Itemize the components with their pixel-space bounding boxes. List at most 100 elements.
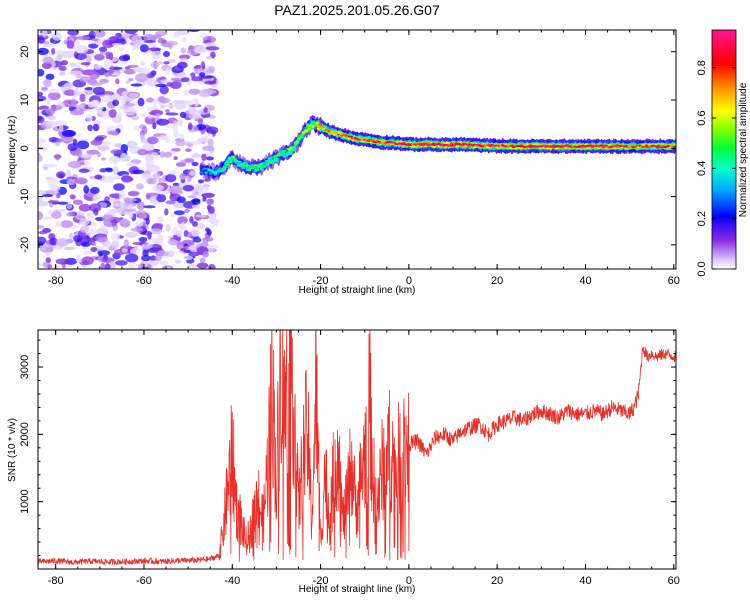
noise-speckle <box>76 140 90 150</box>
noise-speckle <box>172 100 186 104</box>
noise-speckle <box>208 264 216 269</box>
noise-speckle <box>91 241 97 247</box>
noise-speckle <box>177 61 188 69</box>
ridge-cell <box>279 154 284 157</box>
noise-speckle <box>173 210 185 216</box>
noise-speckle <box>63 246 76 251</box>
noise-speckle <box>78 154 93 158</box>
noise-speckle <box>45 257 52 264</box>
noise-speckle <box>135 183 145 190</box>
noise-speckle <box>58 124 64 132</box>
noise-speckle <box>189 170 195 176</box>
noise-speckle <box>90 139 103 146</box>
noise-speckle <box>102 214 115 222</box>
colorbar-tick-label: 0.2 <box>696 211 708 226</box>
noise-speckle <box>211 84 218 89</box>
noise-speckle <box>198 118 203 125</box>
noise-speckle <box>164 67 171 76</box>
snr-x-tick-label: -60 <box>136 575 152 587</box>
noise-speckle <box>121 248 128 253</box>
noise-speckle <box>190 72 196 78</box>
noise-speckle <box>76 61 81 70</box>
noise-speckle <box>67 143 78 152</box>
noise-speckle <box>112 99 120 107</box>
noise-speckle <box>55 154 60 161</box>
noise-speckle <box>184 89 190 96</box>
noise-speckle <box>181 36 187 43</box>
noise-speckle <box>69 232 74 239</box>
noise-speckle <box>192 221 198 227</box>
noise-speckle <box>137 97 145 107</box>
noise-speckle <box>105 51 111 60</box>
noise-speckle <box>92 123 100 132</box>
noise-speckle <box>191 76 203 82</box>
noise-speckle <box>125 66 131 70</box>
spectrogram-x-tick-label: 20 <box>491 275 503 287</box>
noise-speckle <box>108 155 121 164</box>
noise-speckle <box>89 82 103 86</box>
spectrogram-x-tick-label: 0 <box>406 275 412 287</box>
noise-speckle <box>43 78 52 88</box>
noise-speckle <box>64 89 77 96</box>
noise-speckle <box>86 149 100 155</box>
noise-speckle <box>69 110 84 116</box>
noise-speckle <box>57 201 69 205</box>
noise-speckle <box>76 254 81 263</box>
ridge-cell <box>213 172 218 175</box>
noise-speckle <box>207 138 214 148</box>
noise-speckle <box>127 191 139 197</box>
noise-speckle <box>47 115 57 121</box>
noise-speckle <box>206 126 219 135</box>
snr-y-tick-label: 2000 <box>19 422 31 446</box>
noise-speckle <box>74 52 87 61</box>
noise-speckle <box>94 30 106 38</box>
snr-x-tick-label: 60 <box>668 575 680 587</box>
ridge-cell <box>349 135 354 138</box>
noise-speckle <box>68 70 83 76</box>
noise-speckle <box>146 177 158 185</box>
noise-speckle <box>74 40 81 50</box>
noise-speckle <box>110 149 124 155</box>
spectrogram-x-tick-label: 40 <box>579 275 591 287</box>
noise-speckle <box>175 141 187 147</box>
noise-speckle <box>41 216 53 220</box>
noise-speckle <box>167 234 174 239</box>
noise-speckle <box>67 30 79 36</box>
noise-speckle <box>124 231 138 238</box>
noise-speckle <box>131 35 143 45</box>
colorbar-tick-label: 0.6 <box>696 110 708 125</box>
spectrogram-x-tick-label: -40 <box>224 275 240 287</box>
noise-speckle <box>130 247 141 256</box>
noise-speckle <box>102 39 115 48</box>
noise-speckle <box>55 220 63 228</box>
noise-speckle <box>73 87 80 97</box>
snr-y-tick-label: 3000 <box>19 355 31 379</box>
noise-speckle <box>205 46 220 51</box>
noise-speckle <box>179 173 187 181</box>
noise-speckle <box>190 244 196 253</box>
ridge-cell <box>236 164 241 167</box>
noise-speckle <box>67 160 82 169</box>
noise-speckle <box>38 262 43 268</box>
noise-speckle <box>146 50 151 55</box>
noise-speckle <box>120 152 128 161</box>
noise-speckle <box>101 157 107 161</box>
noise-speckle <box>123 208 137 213</box>
noise-speckle <box>132 169 144 175</box>
noise-speckle <box>188 88 201 95</box>
noise-speckle <box>202 89 217 95</box>
ridge-cell <box>225 163 230 166</box>
noise-speckle <box>192 237 202 243</box>
ridge-cell <box>264 164 269 167</box>
noise-speckle <box>151 184 165 192</box>
noise-speckle <box>168 43 173 50</box>
noise-speckle <box>156 194 167 203</box>
ridge-cell <box>266 159 270 162</box>
noise-speckle <box>125 80 131 84</box>
noise-speckle <box>180 221 186 230</box>
noise-speckle <box>124 30 138 34</box>
noise-speckle <box>187 264 199 268</box>
noise-speckle <box>69 62 77 67</box>
noise-speckle <box>200 136 210 142</box>
ridge-cell <box>245 164 250 167</box>
